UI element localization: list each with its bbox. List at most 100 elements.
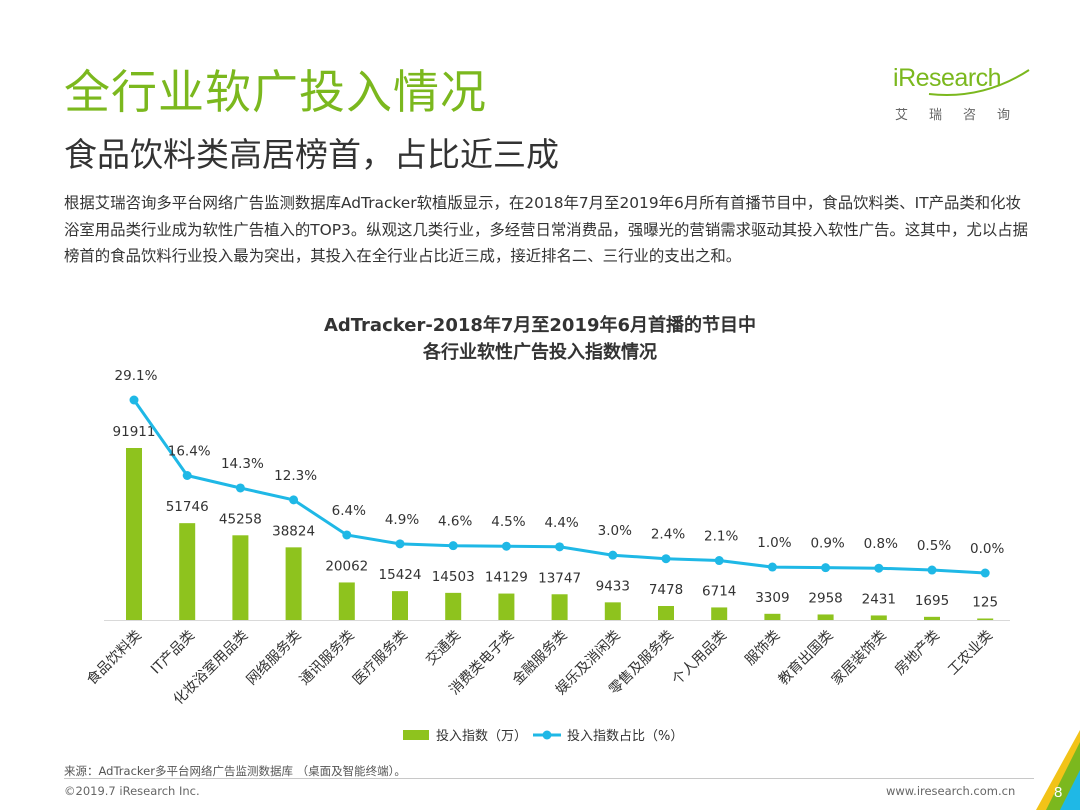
bar-12 [711,607,728,620]
percent-label: 2.1% [704,529,738,545]
bar-value-label: 14129 [485,570,528,586]
percent-label: 16.4% [168,444,211,460]
logo-i: i [893,64,899,92]
bar-value-label: 3309 [755,590,789,606]
bar-value-label: 15424 [379,567,422,583]
percent-label: 2.4% [651,527,685,543]
percent-label: 1.0% [757,535,791,551]
logo-wordmark: iResearch [893,64,1002,93]
chart-title: AdTracker-2018年7月至2019年6月首播的节目中 各行业软性广告投… [200,312,880,366]
page-number: 8 [1054,784,1063,801]
bar-value-label: 14503 [432,569,475,585]
bar-17 [977,618,994,620]
percent-point-2 [182,471,192,481]
category-label: 交通类 [422,627,464,669]
logo-chinese: 艾瑞咨询 [895,108,1032,123]
bar-value-label: 6714 [702,583,736,599]
percent-point-5 [342,530,352,540]
intro-paragraph: 根据艾瑞咨询多平台网络广告监测数据库AdTracker软植版显示，在2018年7… [64,194,1029,265]
percent-label: 0.9% [810,536,844,552]
percent-point-9 [555,542,565,552]
percent-label: 29.1% [115,368,158,384]
percent-point-14 [821,563,831,573]
legend-bar-label: 投入指数（万） [436,728,527,744]
category-label: 房地产类 [892,628,943,679]
bar-line-chart: 91911 51746 45258 38824 20062 15424 14503 14129… [83,368,1010,744]
percent-label: 4.9% [385,512,419,528]
bar-value-label: 91911 [113,424,156,440]
bar-value-label: 2958 [808,590,842,606]
bar-7 [445,592,462,620]
percent-label: 6.4% [332,503,366,519]
percent-point-10 [608,550,618,560]
iresearch-logo: iResearch 艾瑞咨询 [893,60,1033,126]
website-link[interactable]: www.iresearch.com.cn [886,784,1016,798]
category-label: 网络服务类 [244,628,305,689]
bar-value-label: 7478 [649,582,683,598]
bar-15 [870,615,887,620]
category-label: 工农业类 [945,628,996,679]
legend-line-label: 投入指数占比（%） [567,728,683,744]
legend-bar-swatch [403,730,429,740]
bar-16 [924,616,940,620]
percent-point-11 [661,554,671,564]
percent-point-7 [448,541,458,551]
percent-point-4 [289,495,299,505]
bar-value-label: 45258 [219,511,262,527]
bar-value-label: 125 [972,595,998,611]
category-label: IT产品类 [148,628,198,678]
percent-label: 12.3% [274,468,317,484]
page-subtitle: 食品饮料类高居榜首，占比近三成 [64,135,559,174]
bar-10 [604,602,621,620]
bar-1 [126,448,142,620]
category-label: 医疗服务类 [350,628,411,689]
percent-label: 0.5% [917,538,951,554]
bar-value-label: 38824 [272,523,315,539]
percent-label: 3.0% [598,523,632,539]
percent-point-17 [980,568,990,578]
bar-9 [551,594,568,620]
bar-value-label: 1695 [915,593,949,609]
category-label: 服饰类 [742,628,783,669]
chart-title-line2: 各行业软性广告投入指数情况 [423,342,657,363]
bar-11 [658,606,674,620]
percent-point-16 [927,565,937,575]
bar-value-label: 2431 [862,591,896,607]
percent-point-8 [501,541,511,551]
source-note: 来源：AdTracker多平台网络广告监测数据库 （桌面及智能终端）。 [64,764,406,778]
percent-label: 0.8% [864,536,898,552]
bar-2 [179,523,196,620]
category-label: 教育出国类 [776,628,837,689]
chart-title-line1: AdTracker-2018年7月至2019年6月首播的节目中 [323,315,757,336]
percent-label: 4.4% [544,515,578,531]
page-title: 全行业软广投入情况 [64,65,487,119]
bar-4 [285,547,302,620]
category-label: 家居装饰类 [828,627,890,689]
category-label: 通讯服务类 [297,628,358,689]
bar-6 [392,591,408,620]
percent-label: 4.6% [438,514,472,530]
percent-point-15 [874,563,884,573]
percent-point-3 [235,483,245,493]
logo-swoosh-icon [928,69,1030,96]
corner-decoration-icon [1036,730,1080,810]
category-label: 个人用品类 [669,628,730,689]
bar-value-label: 51746 [166,499,209,515]
bar-5 [338,582,355,620]
copyright: ©2019.7 iResearch Inc. [64,784,200,798]
bar-8 [498,593,515,620]
bar-3 [232,535,249,620]
bar-value-label: 20062 [325,558,368,574]
percent-label: 14.3% [221,456,264,472]
bar-13 [764,613,781,620]
percent-label: 4.5% [491,514,525,530]
bar-14 [817,614,834,620]
percent-point-13 [767,562,777,572]
bar-value-label: 9433 [596,578,630,594]
percent-point-12 [714,556,724,566]
percent-point-1 [129,395,139,405]
legend-line-dot [542,730,552,740]
category-label: 食品饮料类 [83,627,145,689]
percent-label: 0.0% [970,541,1004,557]
percent-point-6 [395,539,405,549]
